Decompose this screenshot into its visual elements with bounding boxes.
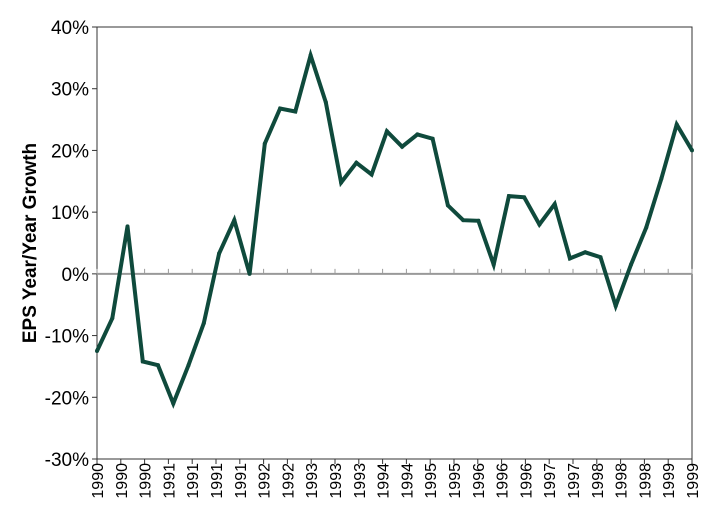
x-tick-label: 1999 [685,463,702,499]
y-axis-label: EPS Year/Year Growth [20,143,41,343]
data-point [323,100,328,105]
y-axis: -30% -20% -10% 0% 10% 20% 30% 40% [45,18,97,471]
data-point [690,148,694,153]
data-point [506,194,511,199]
data-point [628,262,633,267]
x-tick-label: 1990 [138,463,155,499]
data-point [598,255,603,260]
x-tick-label: 1995 [447,463,464,499]
data-point [293,109,298,114]
data-point [537,222,542,227]
x-axis: 1990 1990 1990 1991 1991 1991 1991 1992 1992 1993… [90,459,702,499]
eps-growth-series-line [95,48,694,409]
data-point [613,303,618,308]
plot-area-frame [96,26,693,460]
data-point [674,122,679,127]
y-tick-label: 20% [51,141,89,162]
data-point [339,180,344,185]
x-tick-label: 1998 [637,463,654,499]
data-point [125,224,130,229]
x-tick-label: 1998 [590,463,607,499]
data-point [400,144,405,149]
data-point [354,160,359,165]
data-point [445,203,450,208]
data-point [430,136,435,141]
x-tick-label: 1991 [161,463,178,499]
y-tick-label: 10% [51,203,89,224]
data-point [247,271,252,276]
x-tick-label: 1992 [257,463,274,499]
x-tick-label: 1992 [280,463,297,499]
data-point [644,225,649,230]
data-points [95,53,694,406]
data-point [110,316,115,321]
y-tick-label: 40% [51,18,89,39]
x-tick-label: 1997 [566,463,583,499]
data-point [522,195,527,200]
x-tick-label: 1990 [114,463,131,499]
data-point [461,218,466,223]
data-point [156,363,161,368]
data-point [476,218,481,223]
data-point [384,129,389,134]
x-tick-label: 1997 [542,463,559,499]
data-point [369,172,374,177]
y-tick-label: -30% [45,450,89,471]
data-point [659,176,664,181]
x-tick-label: 1991 [233,463,250,499]
x-tick-label: 1996 [495,463,512,499]
x-tick-label: 1994 [399,463,416,499]
data-point [140,359,145,364]
data-point [201,321,206,326]
data-point [278,106,283,111]
data-point [217,251,222,256]
x-tick-label: 1993 [304,463,321,499]
y-tick-label: 30% [51,80,89,101]
y-tick-label: -20% [45,388,89,409]
data-point [308,53,313,58]
x-tick-label: 1995 [423,463,440,499]
x-tick-label: 1993 [352,463,369,499]
data-point [262,141,267,146]
data-point [232,218,237,223]
data-point [583,250,588,255]
x-tick-label: 1993 [328,463,345,499]
x-tick-label: 1991 [209,463,226,499]
y-tick-label: 0% [62,265,90,286]
x-tick-label: 1996 [518,463,535,499]
x-tick-label: 1999 [661,463,678,499]
data-point [491,262,496,267]
x-tick-label: 1996 [471,463,488,499]
x-tick-label: 1998 [614,463,631,499]
data-point [552,202,557,207]
x-tick-label: 1990 [90,463,107,499]
data-point [171,401,176,406]
y-tick-label: -10% [45,327,89,348]
data-point [186,363,191,368]
data-point [95,349,99,353]
x-tick-label: 1994 [376,463,393,499]
data-point [567,256,572,261]
x-tick-label: 1991 [185,463,202,499]
data-point [415,132,420,137]
